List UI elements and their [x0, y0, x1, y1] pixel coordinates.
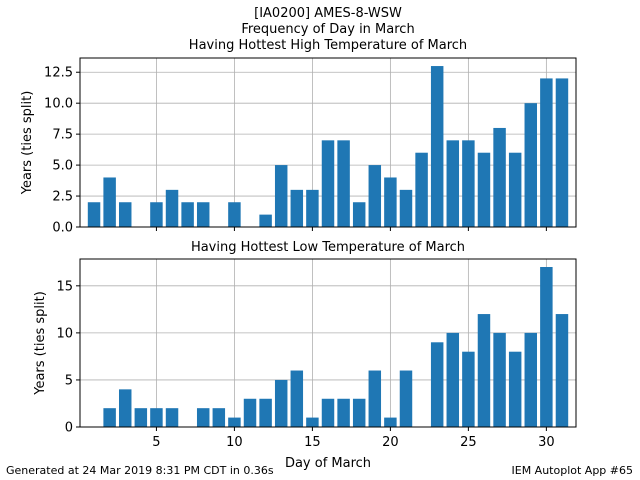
bar-day-18 [352, 398, 366, 427]
bar-day-10 [228, 202, 241, 227]
bar-day-4 [134, 408, 148, 427]
bar-day-16 [321, 140, 335, 227]
bar-day-5 [150, 408, 163, 427]
y-axis-label: Years (ties split) [20, 91, 35, 196]
bar-day-17 [337, 140, 350, 227]
bar-day-23 [430, 66, 444, 227]
bar-day-8 [196, 408, 210, 427]
footer-app-text: IEM Autoplot App #65 [511, 464, 634, 477]
bar-day-6 [165, 189, 179, 227]
y-tick-label: 15 [56, 279, 73, 294]
bar-day-24 [446, 140, 460, 227]
x-axis-label: Day of March [285, 456, 371, 471]
plot-frame [79, 258, 577, 428]
bar-day-25 [462, 140, 475, 227]
bar-day-15 [306, 417, 319, 427]
chart-title-line2: Frequency of Day in March [241, 22, 414, 37]
bar-day-6 [165, 408, 179, 427]
bar-day-31 [555, 314, 569, 427]
y-tick-label: 0.0 [52, 221, 73, 236]
bar-day-30 [540, 78, 553, 227]
bar-day-21 [399, 370, 413, 427]
footer-generated-text: Generated at 24 Mar 2019 8:31 PM CDT in … [6, 464, 274, 477]
x-tick-label: 20 [382, 435, 399, 450]
chart-title-line3: Having Hottest High Temperature of March [189, 38, 467, 53]
y-tick-label: 0 [65, 421, 73, 436]
x-tick-label: 25 [460, 435, 477, 450]
bar-day-12 [259, 398, 272, 427]
bar-day-16 [321, 398, 335, 427]
high-temperature-panel: 0.0 2.5 5.0 7.5 10.0 12.5 Years (ties split) [20, 57, 577, 236]
bar-day-26 [477, 152, 491, 227]
bar-day-30 [540, 267, 553, 427]
x-tick-label: 15 [304, 435, 321, 450]
panel-title: Having Hottest Low Temperature of March [191, 240, 465, 255]
bar-day-28 [508, 152, 522, 227]
bar-day-9 [212, 408, 226, 427]
y-tick-label: 7.5 [52, 128, 73, 143]
bar-day-25 [462, 351, 475, 427]
bar-day-20 [384, 417, 397, 427]
bar-day-29 [524, 332, 538, 427]
bar-day-29 [524, 103, 538, 227]
bar-day-13 [274, 379, 288, 427]
bar-day-21 [399, 189, 413, 227]
bar-day-27 [493, 332, 506, 427]
bar-day-1 [87, 202, 101, 227]
bar-day-18 [352, 202, 366, 227]
low-temperature-panel: 0 5 10 15 5 10 15 20 25 30 Years (ties split) Havin… [33, 240, 577, 471]
bar-day-13 [274, 165, 288, 227]
bar-day-5 [150, 202, 163, 227]
bar-day-11 [243, 398, 257, 427]
bar-day-26 [477, 314, 491, 427]
y-tick-label: 10 [56, 326, 73, 341]
bar-day-22 [415, 152, 428, 227]
y-tick-label: 5.0 [52, 159, 73, 174]
chart-title-line1: [IA0200] AMES-8-WSW [254, 6, 402, 21]
bar-day-19 [368, 165, 382, 227]
bar-day-14 [290, 189, 304, 227]
bar-day-3 [118, 389, 132, 427]
bar-day-14 [290, 370, 304, 427]
y-tick-label: 2.5 [52, 190, 73, 205]
bar-day-12 [259, 214, 272, 227]
x-tick-label: 30 [538, 435, 555, 450]
bar-day-8 [196, 202, 210, 227]
y-tick-label: 12.5 [44, 66, 73, 81]
plot-frame [79, 57, 577, 228]
bar-day-28 [508, 351, 522, 427]
bar-day-19 [368, 370, 382, 427]
bar-day-17 [337, 398, 350, 427]
y-axis-label: Years (ties split) [33, 291, 48, 396]
y-tick-label: 10.0 [44, 97, 73, 112]
bar-day-2 [103, 177, 116, 227]
bar-day-23 [430, 342, 444, 427]
y-tick-label: 5 [65, 373, 73, 388]
bar-day-27 [493, 127, 506, 227]
bar-day-7 [181, 202, 194, 227]
bar-day-2 [103, 408, 116, 427]
bar-day-3 [118, 202, 132, 227]
x-tick-label: 10 [226, 435, 243, 450]
bar-day-15 [306, 189, 319, 227]
bar-day-20 [384, 177, 397, 227]
bar-day-10 [228, 417, 241, 427]
x-tick-label: 5 [152, 435, 160, 450]
bar-day-31 [555, 78, 569, 227]
bar-day-24 [446, 332, 460, 427]
